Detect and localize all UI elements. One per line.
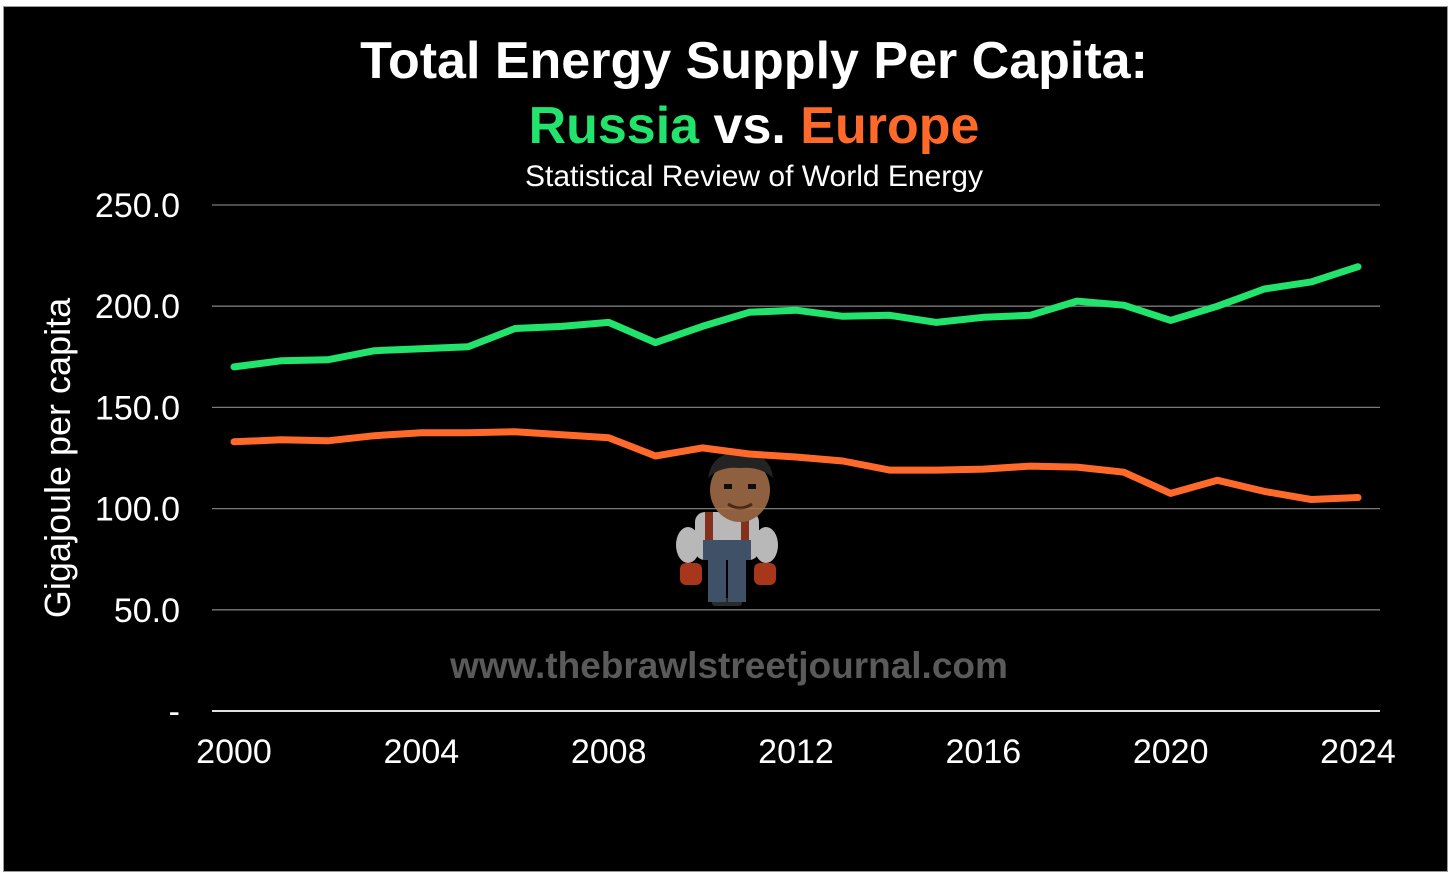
- x-tick-label: 2004: [384, 733, 460, 771]
- axes: - 50.0 100.0 150.0 200.0 250.0 2000 2004 2008 201…: [95, 187, 1396, 771]
- title-series-b: Europe: [800, 97, 979, 155]
- chart-title: Total Energy Supply Per Capita:: [360, 32, 1148, 90]
- title-series-a: Russia: [529, 97, 701, 155]
- x-tick-label: 2024: [1320, 733, 1396, 771]
- x-tick-label: 2008: [571, 733, 647, 771]
- y-tick-label: 250.0: [95, 187, 180, 225]
- y-tick-label: 150.0: [95, 389, 180, 427]
- series-line-europe: [230, 428, 1362, 503]
- x-tick-label: 2000: [196, 733, 272, 771]
- y-tick-label: 100.0: [95, 491, 180, 529]
- series-line-russia: [230, 263, 1362, 371]
- chart-subtitle: Statistical Review of World Energy: [525, 160, 983, 193]
- x-tick-label: 2016: [946, 733, 1022, 771]
- mascot-logo: [676, 452, 778, 606]
- y-tick-label: -: [169, 693, 180, 731]
- y-tick-label: 50.0: [114, 592, 180, 630]
- watermark-text: www.thebrawlstreetjournal.com: [449, 645, 1008, 686]
- x-tick-label: 2012: [758, 733, 834, 771]
- y-tick-label: 200.0: [95, 288, 180, 326]
- gridlines: [212, 204, 1380, 611]
- title-vs: vs.: [699, 97, 800, 155]
- series-lines: [230, 263, 1362, 503]
- x-tick-label: 2020: [1133, 733, 1209, 771]
- chart-title-line2: Russia vs. Europe: [529, 97, 980, 155]
- y-axis-label: Gigajoule per capita: [37, 297, 78, 618]
